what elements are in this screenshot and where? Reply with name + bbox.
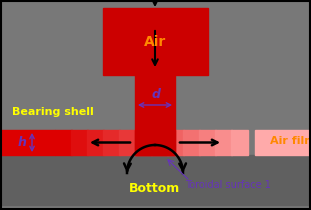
Bar bbox=[135, 130, 152, 155]
Text: h: h bbox=[17, 136, 26, 149]
Text: Toroidal surface 1: Toroidal surface 1 bbox=[185, 180, 271, 190]
Bar bbox=[151, 130, 168, 155]
Bar bbox=[135, 130, 175, 155]
Bar bbox=[199, 130, 216, 155]
Text: Air film: Air film bbox=[270, 136, 311, 147]
Bar bbox=[215, 130, 232, 155]
Text: Bottom: Bottom bbox=[129, 181, 181, 194]
Bar bbox=[183, 130, 200, 155]
Bar bbox=[255, 130, 311, 155]
Bar bbox=[103, 130, 120, 155]
Bar bbox=[71, 130, 88, 155]
Bar bbox=[0, 130, 55, 155]
Bar bbox=[135, 75, 175, 155]
Bar bbox=[167, 130, 184, 155]
Bar bbox=[119, 130, 136, 155]
Text: Air: Air bbox=[144, 34, 166, 49]
Text: Bearing shell: Bearing shell bbox=[12, 107, 94, 117]
Text: d: d bbox=[151, 88, 160, 101]
Bar bbox=[231, 130, 248, 155]
Bar bbox=[87, 130, 104, 155]
Bar bbox=[103, 8, 208, 75]
Bar bbox=[55, 130, 72, 155]
Bar bbox=[0, 155, 311, 205]
